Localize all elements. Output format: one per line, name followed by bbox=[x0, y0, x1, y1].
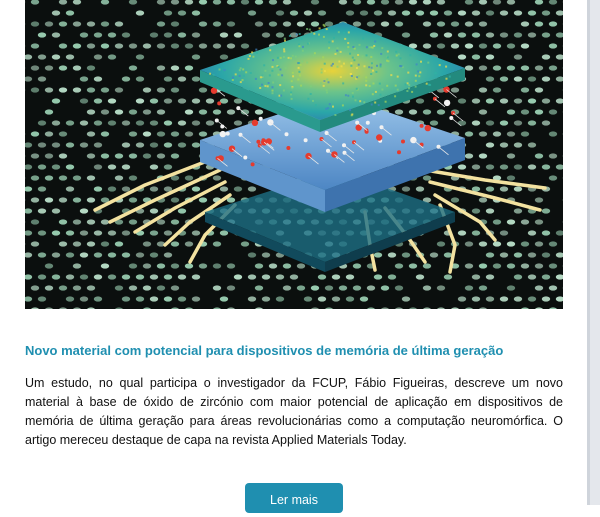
gutter-divider bbox=[587, 0, 590, 505]
read-more-button[interactable]: Ler mais bbox=[245, 483, 343, 513]
article-headline-link[interactable]: Novo material com potencial para disposi… bbox=[25, 342, 565, 359]
right-scroll-gutter bbox=[587, 0, 600, 505]
article-hero-image[interactable] bbox=[25, 0, 563, 309]
article-summary: Um estudo, no qual participa o investiga… bbox=[25, 374, 563, 450]
chip-illustration bbox=[25, 0, 563, 309]
